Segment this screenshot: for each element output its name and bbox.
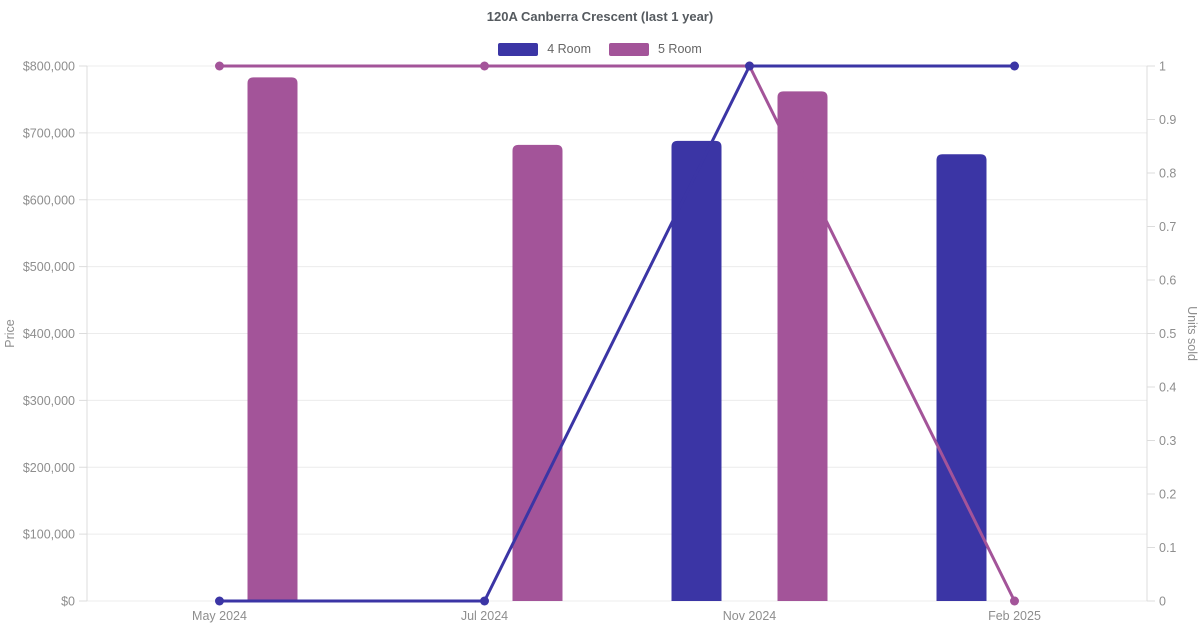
y2-axis-tick-label: 0.6 (1159, 274, 1176, 288)
point-4-room-jul-2024 (480, 596, 489, 606)
legend-item-5-room: 5 Room (609, 42, 702, 56)
y2-axis-title: Units sold (1185, 306, 1199, 361)
y-axis-tick-label: $0 (61, 595, 75, 609)
point-4-room-feb-2025 (1010, 61, 1019, 71)
legend-swatch-5-room (609, 42, 649, 56)
y-axis-tick-label: $300,000 (23, 394, 75, 408)
y-axis-title: Price (3, 319, 17, 348)
y2-axis-tick-label: 0.3 (1159, 434, 1176, 448)
y-axis-tick-label: $100,000 (23, 528, 75, 542)
x-axis-tick-label: Nov 2024 (723, 609, 777, 623)
y-axis-tick-label: $600,000 (23, 193, 75, 207)
line-4-room (219, 64, 1015, 603)
y2-axis-tick-label: 0.1 (1159, 541, 1176, 555)
bar-4-room-feb-2025 (936, 154, 987, 601)
y2-axis-tick-label: 0 (1159, 595, 1166, 609)
x-axis-tick-label: Jul 2024 (461, 609, 508, 623)
bar-4-room-nov-2024 (671, 140, 722, 601)
y-axis-tick-label: $200,000 (23, 461, 75, 475)
legend-label-4-room: 4 Room (547, 42, 591, 56)
legend-item-4-room: 4 Room (498, 42, 591, 56)
chart-title: 120A Canberra Crescent (last 1 year) (486, 9, 714, 24)
point-5-room-may-2024 (215, 61, 224, 71)
y2-axis-tick-label: 0.4 (1159, 381, 1176, 395)
legend: 4 Room 5 Room (0, 42, 1200, 56)
y-axis-tick-label: $400,000 (23, 327, 75, 341)
line-5-room (219, 64, 1016, 602)
y2-axis-tick-label: 0.9 (1159, 113, 1176, 127)
bar-5-room-may-2024 (247, 77, 298, 601)
y2-axis-tick-label: 0.2 (1159, 488, 1176, 502)
y-axis-tick-label: $700,000 (23, 126, 75, 140)
y2-axis-tick-label: 1 (1159, 60, 1166, 74)
legend-label-5-room: 5 Room (658, 42, 702, 56)
y2-axis-tick-label: 0.8 (1159, 167, 1176, 181)
point-4-room-may-2024 (215, 596, 224, 606)
y-axis-tick-label: $500,000 (23, 260, 75, 274)
legend-swatch-4-room (498, 42, 539, 56)
bar-5-room-nov-2024 (777, 91, 828, 601)
point-4-room-nov-2024 (745, 61, 754, 71)
y2-axis-tick-label: 0.5 (1159, 327, 1176, 341)
y-axis-tick-label: $800,000 (23, 60, 75, 74)
y2-axis-tick-label: 0.7 (1159, 220, 1176, 234)
point-5-room-jul-2024 (480, 61, 489, 71)
x-axis-tick-label: Feb 2025 (988, 609, 1041, 623)
x-axis-tick-label: May 2024 (192, 609, 247, 623)
point-5-room-feb-2025 (1010, 596, 1019, 606)
bar-5-room-jul-2024 (512, 144, 563, 601)
